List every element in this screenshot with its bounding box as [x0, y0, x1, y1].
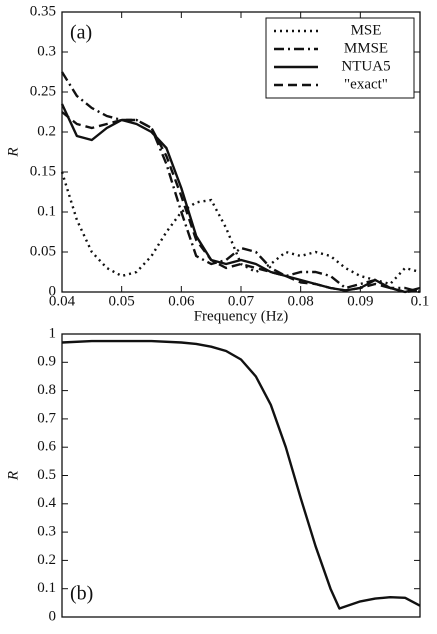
y-tick-label: 0.8: [37, 382, 56, 398]
y-tick-label: 0.3: [37, 524, 56, 540]
series-line: [61, 111, 421, 294]
panel-label: (a): [70, 22, 92, 44]
y-tick-label: 0.2: [37, 123, 56, 139]
y-tick-label: 0.3: [37, 43, 56, 59]
series-line: [61, 339, 421, 610]
y-axis-label: R: [5, 471, 21, 481]
x-tick-label: 0.09: [347, 293, 373, 309]
y-tick-label: 0.25: [30, 83, 56, 99]
y-tick-label: 0: [49, 283, 57, 299]
y-tick-label: 0.35: [30, 3, 56, 19]
y-tick-label: 0: [49, 608, 57, 624]
y-tick-label: 0.1: [37, 203, 56, 219]
y-tick-label: 1: [49, 325, 57, 341]
legend-label: "exact": [344, 76, 388, 92]
x-axis-label: Frequency (Hz): [194, 308, 289, 324]
y-axis-label: R: [5, 147, 21, 157]
y-tick-label: 0.5: [37, 467, 56, 483]
x-tick-label: 0.1: [411, 293, 430, 309]
series-line: [60, 171, 421, 286]
legend-label: MMSE: [344, 40, 388, 56]
plot-frame: [61, 333, 421, 618]
x-tick-label: 0.05: [109, 293, 135, 309]
y-tick-label: 0.7: [37, 410, 56, 426]
y-tick-label: 0.9: [37, 354, 56, 370]
y-tick-label: 0.05: [30, 243, 56, 259]
x-tick-label: 0.06: [168, 293, 195, 309]
x-tick-label: 0.04: [49, 293, 76, 309]
y-tick-label: 0.2: [37, 552, 56, 568]
y-tick-label: 0.4: [37, 495, 56, 511]
legend-label: MSE: [351, 22, 382, 38]
x-tick-label: 0.07: [228, 293, 255, 309]
legend-label: NTUA5: [341, 58, 390, 74]
y-tick-label: 0.15: [30, 163, 56, 179]
panel-label: (b): [70, 583, 93, 605]
x-tick-label: 0.08: [288, 293, 314, 309]
y-tick-label: 0.1: [37, 580, 56, 596]
y-tick-label: 0.6: [37, 439, 56, 455]
